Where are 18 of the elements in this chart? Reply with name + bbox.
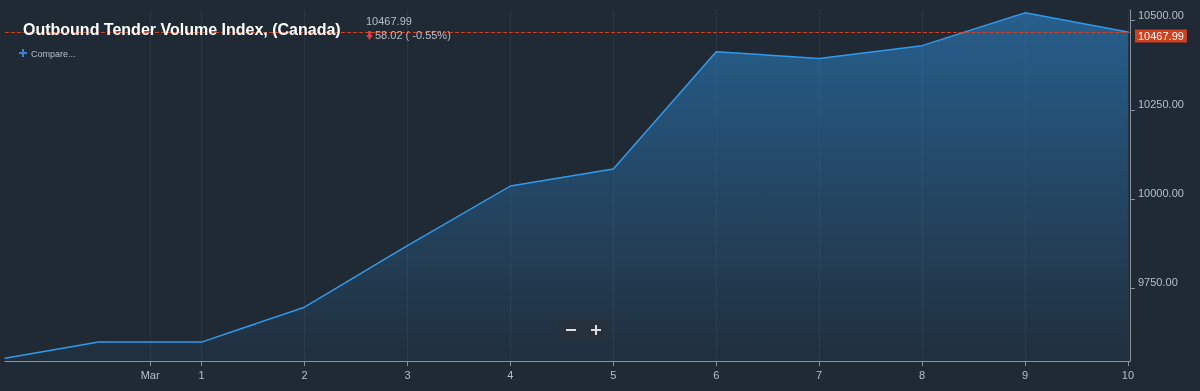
x-tick-label: 7 [816,368,823,381]
y-tick-label: 10250.00 [1138,98,1184,111]
chart-subtitle: 10467.99 [366,15,412,27]
annotation: Compare... [31,49,76,59]
x-tick-label: 8 [919,368,926,381]
x-tick-label: 4 [507,368,514,381]
x-tick-label: 1 [198,368,205,381]
x-tick-label: Mar [140,368,160,381]
x-tick-label: 3 [404,368,411,381]
x-tick-label: 9 [1021,368,1029,381]
x-tick-label: 10 [1121,368,1135,381]
y-tick-label: 9750.00 [1138,276,1178,289]
x-tick-label: 6 [713,368,720,381]
ref-line-label: 10467.99 [1138,30,1184,43]
x-tick-label: 2 [301,368,308,381]
x-tick-label: 5 [610,368,617,381]
y-tick-label: 10500.00 [1138,9,1184,22]
y-tick-label: 10000.00 [1138,187,1184,200]
